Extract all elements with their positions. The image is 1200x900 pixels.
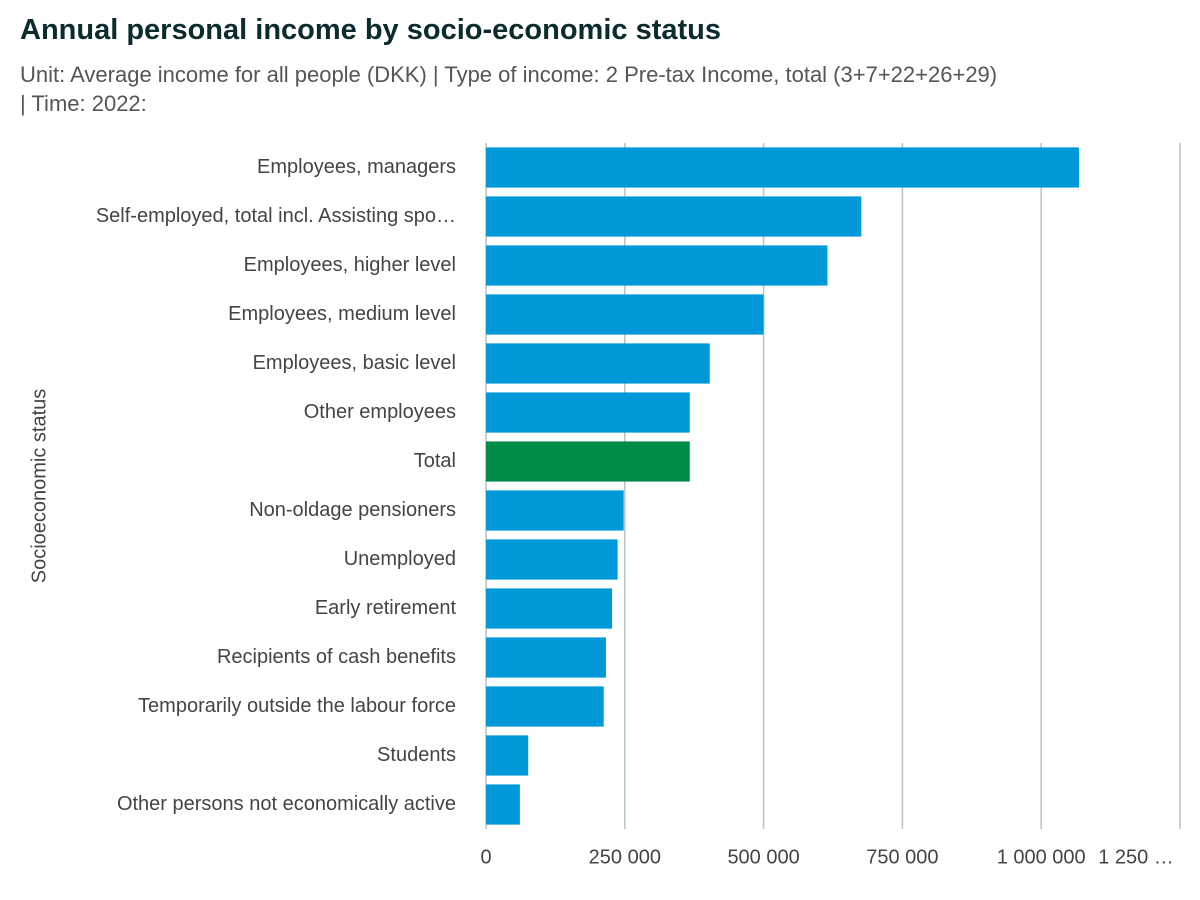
chart-subtitle: Unit: Average income for all people (DKK… <box>20 62 998 116</box>
bar <box>486 588 613 629</box>
y-tick-label: Temporarily outside the labour force <box>138 695 456 717</box>
x-tick-label: 1 250 … <box>1098 846 1174 868</box>
y-tick-label: Other employees <box>304 401 456 423</box>
bar <box>486 637 606 678</box>
bar <box>486 539 618 580</box>
x-tick-label: 0 <box>480 846 491 868</box>
bar <box>486 294 764 335</box>
bar <box>486 686 604 727</box>
y-tick-label: Employees, medium level <box>228 303 456 325</box>
y-tick-label: Unemployed <box>344 548 456 570</box>
bar <box>486 343 710 384</box>
y-tick-label: Recipients of cash benefits <box>217 646 456 668</box>
bar <box>486 245 828 286</box>
y-tick-label: Students <box>377 744 456 766</box>
y-tick-label: Employees, basic level <box>253 352 456 374</box>
y-tick-label: Employees, managers <box>257 156 456 178</box>
bar <box>486 784 520 825</box>
x-tick-label: 1 000 000 <box>997 846 1086 868</box>
y-tick-label: Non-oldage pensioners <box>249 499 456 521</box>
bar <box>486 441 690 482</box>
bar <box>486 490 624 531</box>
x-tick-label: 500 000 <box>727 846 799 868</box>
y-tick-label: Other persons not economically active <box>117 793 456 815</box>
y-tick-label: Employees, higher level <box>244 254 456 276</box>
x-tick-label: 750 000 <box>866 846 938 868</box>
y-tick-label: Total <box>414 450 456 472</box>
chart-title: Annual personal income by socio-economic… <box>20 14 721 46</box>
y-axis-label: Socioeconomic status <box>28 389 50 584</box>
x-tick-label: 250 000 <box>589 846 661 868</box>
y-tick-label: Self-employed, total incl. Assisting spo… <box>96 205 456 227</box>
bar <box>486 392 690 433</box>
bar <box>486 147 1079 188</box>
bar <box>486 196 862 237</box>
y-tick-label: Early retirement <box>315 597 457 619</box>
bar <box>486 735 529 776</box>
